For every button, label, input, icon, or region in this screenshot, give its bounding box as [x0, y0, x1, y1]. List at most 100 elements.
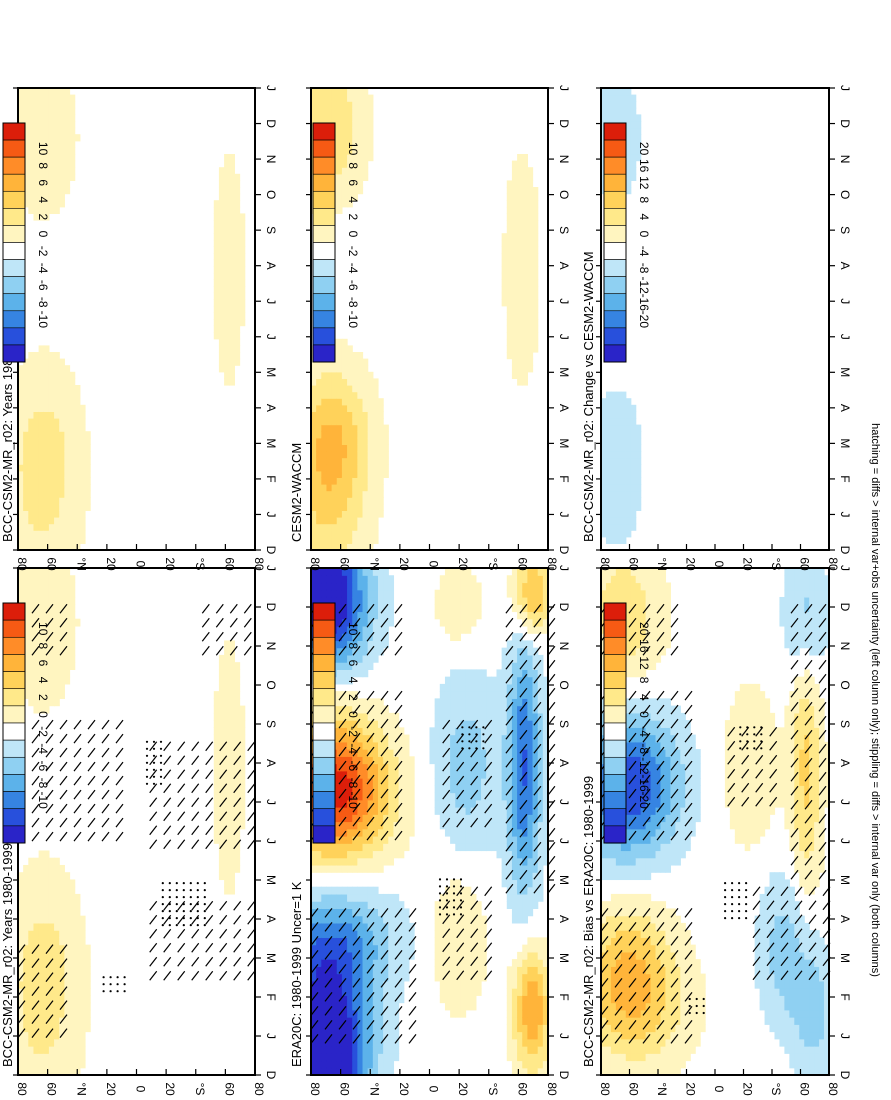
heatmap-cell	[444, 575, 451, 584]
heatmap-cell	[393, 944, 400, 953]
heatmap-cell	[362, 611, 369, 620]
heatmap-cell	[511, 850, 518, 859]
hatch-mark	[115, 831, 124, 842]
heatmap-cell	[439, 691, 446, 699]
heatmap-cell	[18, 922, 24, 931]
heatmap-cell	[33, 530, 40, 538]
heatmap-cell	[74, 503, 81, 511]
heatmap-cell	[54, 187, 60, 195]
heatmap-cell	[527, 995, 534, 1004]
lat-tick-label: °S	[486, 1083, 500, 1096]
heatmap-cell	[321, 589, 328, 598]
heatmap-cell	[367, 944, 374, 953]
heatmap-cell	[43, 451, 50, 459]
heatmap-cell	[234, 213, 241, 221]
colorbar-swatch	[2, 122, 26, 141]
hatch-mark	[115, 761, 124, 772]
heatmap-cell	[69, 154, 76, 162]
hatch-mark	[352, 830, 361, 841]
heatmap-cell	[527, 582, 534, 591]
heatmap-cell	[383, 604, 389, 613]
heatmap-cell	[33, 582, 40, 591]
heatmap-cell	[43, 365, 50, 373]
heatmap-cell	[224, 213, 230, 221]
heatmap-cell	[224, 792, 230, 801]
heatmap-cell	[311, 101, 317, 109]
heatmap-cell	[383, 901, 389, 910]
heatmap-cell	[522, 698, 528, 707]
hatch-mark	[205, 811, 214, 822]
heatmap-cell	[69, 625, 76, 634]
heatmap-cell	[532, 951, 539, 960]
heatmap-cell	[542, 980, 549, 989]
heatmap-cell	[229, 785, 235, 794]
heatmap-cell	[336, 510, 343, 518]
heatmap-cell	[470, 596, 477, 605]
heatmap-cell	[331, 437, 338, 445]
heatmap-cell	[465, 814, 472, 823]
heatmap-cell	[28, 937, 35, 946]
month-tick-label: D	[557, 603, 571, 612]
stipple-dot	[189, 903, 192, 906]
stipple-dot	[145, 768, 149, 771]
heatmap-cell	[326, 1009, 333, 1018]
hatch-mark	[31, 645, 40, 656]
heatmap-cell	[393, 785, 400, 794]
heatmap-cell	[501, 749, 508, 757]
heatmap-cell	[28, 662, 35, 670]
heatmap-cell	[59, 358, 65, 366]
heatmap-cell	[43, 647, 50, 656]
heatmap-cell	[450, 915, 456, 924]
hatch-region	[17, 944, 68, 1038]
heatmap-cell	[347, 712, 353, 721]
heatmap-cell	[439, 807, 446, 815]
heatmap-cell	[48, 698, 55, 707]
heatmap-cell	[28, 352, 35, 360]
heatmap-cell	[470, 922, 477, 931]
heatmap-cell	[460, 727, 467, 736]
heatmap-cell	[429, 741, 436, 750]
heatmap-cell	[460, 886, 467, 895]
month-tick-label: J	[557, 838, 571, 844]
heatmap-cell	[84, 973, 91, 982]
heatmap-cell	[311, 431, 317, 439]
hatch-mark	[352, 992, 361, 1002]
heatmap-cell	[496, 683, 503, 692]
heatmap-cell	[326, 1024, 333, 1033]
heatmap-cell	[213, 785, 220, 794]
heatmap-cell	[357, 785, 364, 794]
heatmap-cell	[434, 908, 441, 917]
heatmap-cell	[455, 763, 462, 772]
heatmap-cell	[367, 864, 374, 873]
heatmap-cell	[383, 850, 389, 859]
heatmap-cell	[383, 821, 389, 830]
heatmap-cell	[455, 568, 462, 576]
heatmap-cell	[43, 879, 50, 888]
heatmap-cell	[537, 872, 544, 881]
stipple-dot	[445, 892, 449, 895]
stipple-dot	[123, 976, 126, 979]
month-tick-label: F	[264, 475, 278, 482]
heatmap-cell	[470, 988, 477, 996]
heatmap-cell	[336, 749, 343, 757]
heatmap-cell	[481, 951, 487, 960]
heatmap-cell	[38, 88, 45, 96]
heatmap-cell	[347, 582, 353, 591]
heatmap-cell	[352, 662, 358, 670]
heatmap-cell	[388, 1046, 395, 1054]
heatmap-cell	[311, 88, 317, 96]
heatmap-cell	[444, 720, 451, 728]
heatmap-cell	[517, 988, 523, 996]
heatmap-cell	[54, 371, 60, 379]
heatmap-cell	[331, 930, 338, 938]
heatmap-cell	[28, 424, 35, 432]
heatmap-cell	[48, 596, 55, 605]
heatmap-cell	[347, 988, 353, 996]
heatmap-cell	[362, 807, 369, 815]
heatmap-cell	[239, 220, 246, 228]
month-tick-label: F	[557, 993, 571, 1000]
hatch-mark	[484, 914, 493, 925]
heatmap-cell	[321, 1053, 328, 1062]
heatmap-cell	[239, 778, 246, 786]
heatmap-cell	[218, 756, 225, 765]
